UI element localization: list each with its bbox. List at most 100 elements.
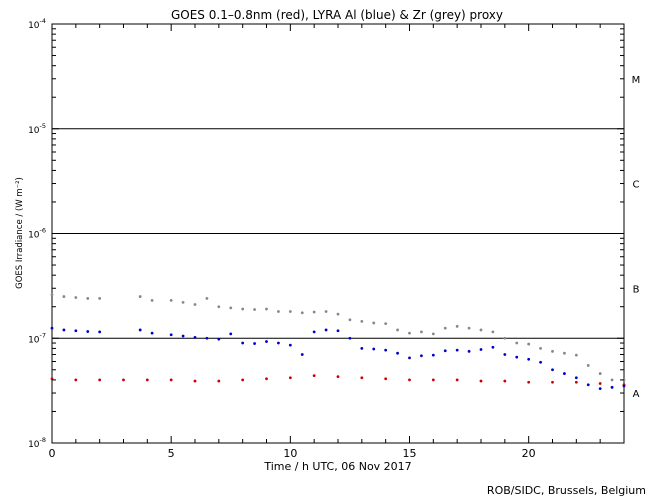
data-point bbox=[384, 377, 388, 381]
flare-class-labels: M C B A bbox=[632, 75, 641, 400]
x-tick-label: 0 bbox=[49, 447, 56, 460]
data-point bbox=[384, 322, 388, 325]
data-point bbox=[265, 377, 268, 381]
data-point bbox=[431, 353, 435, 357]
data-point bbox=[288, 310, 292, 313]
y-axis-label: GOES Irradiance / (W m⁻²) bbox=[15, 177, 25, 289]
data-point bbox=[277, 341, 280, 345]
data-point bbox=[265, 340, 268, 343]
data-series bbox=[50, 293, 626, 391]
data-point bbox=[396, 351, 399, 355]
x-tick-label: 10 bbox=[283, 447, 297, 460]
data-point bbox=[408, 378, 411, 382]
data-point bbox=[312, 330, 316, 334]
data-point bbox=[408, 356, 411, 360]
data-point bbox=[324, 310, 328, 313]
data-point bbox=[455, 348, 459, 352]
data-point bbox=[360, 319, 364, 323]
data-point bbox=[360, 376, 364, 380]
data-point bbox=[288, 343, 292, 347]
y-tick-label: 10-4 bbox=[28, 17, 46, 31]
data-point bbox=[98, 297, 102, 300]
data-point bbox=[503, 379, 507, 383]
y-tick-label: 10-7 bbox=[28, 331, 46, 345]
data-point bbox=[241, 341, 245, 345]
data-point bbox=[527, 342, 531, 346]
data-point bbox=[122, 378, 125, 382]
data-point bbox=[288, 376, 292, 380]
series-1 bbox=[50, 326, 626, 391]
series-2 bbox=[50, 293, 626, 382]
data-point bbox=[217, 337, 221, 341]
data-point bbox=[551, 380, 554, 384]
data-point bbox=[205, 297, 209, 300]
data-point bbox=[265, 307, 268, 311]
data-point bbox=[372, 321, 376, 325]
data-point bbox=[229, 332, 233, 336]
data-point bbox=[420, 330, 423, 334]
data-point bbox=[138, 328, 142, 332]
x-axis: 0 5 10 15 20 bbox=[49, 24, 625, 460]
data-point bbox=[74, 296, 78, 299]
data-point bbox=[86, 297, 90, 300]
data-point bbox=[384, 348, 388, 352]
data-point bbox=[479, 328, 483, 332]
data-point bbox=[467, 349, 471, 353]
data-point bbox=[360, 347, 364, 350]
data-point bbox=[503, 353, 507, 356]
data-point bbox=[396, 328, 399, 332]
data-point bbox=[420, 354, 423, 358]
data-point bbox=[598, 382, 602, 385]
data-point bbox=[138, 295, 142, 298]
data-point bbox=[74, 378, 78, 382]
data-point bbox=[324, 328, 328, 332]
data-point bbox=[300, 311, 304, 315]
y-axis: 10-8 10-7 10-6 10-5 10-4 bbox=[28, 17, 624, 450]
flare-class-label: B bbox=[633, 284, 640, 295]
data-point bbox=[491, 330, 495, 334]
data-point bbox=[574, 376, 578, 380]
data-point bbox=[348, 336, 352, 340]
data-point bbox=[598, 387, 602, 391]
flare-class-label: M bbox=[632, 75, 641, 86]
data-point bbox=[539, 360, 542, 364]
data-point bbox=[431, 378, 435, 382]
data-point bbox=[527, 357, 531, 361]
data-point bbox=[241, 378, 245, 382]
data-point bbox=[479, 348, 483, 351]
data-point bbox=[181, 300, 185, 304]
data-point bbox=[277, 310, 280, 313]
data-point bbox=[336, 375, 340, 379]
data-point bbox=[408, 331, 411, 335]
data-point bbox=[551, 368, 554, 372]
data-point bbox=[336, 329, 340, 333]
data-point bbox=[467, 326, 471, 330]
data-point bbox=[62, 295, 66, 298]
data-point bbox=[574, 380, 578, 384]
y-tick-label: 10-8 bbox=[28, 436, 46, 450]
flare-class-label: A bbox=[633, 389, 640, 400]
data-point bbox=[491, 345, 495, 349]
data-point bbox=[503, 336, 507, 340]
data-point bbox=[181, 334, 185, 338]
data-point bbox=[372, 347, 376, 351]
data-point bbox=[145, 378, 149, 382]
y-tick-label: 10-6 bbox=[28, 227, 46, 241]
data-point bbox=[169, 378, 173, 382]
data-point bbox=[527, 380, 531, 384]
x-tick-label: 15 bbox=[403, 447, 417, 460]
data-point bbox=[586, 364, 590, 367]
data-point bbox=[217, 305, 221, 309]
data-point bbox=[217, 379, 221, 383]
data-point bbox=[74, 329, 78, 333]
data-point bbox=[193, 379, 197, 383]
data-point bbox=[312, 310, 316, 314]
y-tick-label: 10-5 bbox=[28, 122, 46, 136]
data-point bbox=[610, 378, 614, 382]
data-point bbox=[86, 330, 90, 333]
data-point bbox=[253, 308, 256, 311]
data-point bbox=[443, 326, 447, 330]
data-point bbox=[539, 347, 542, 350]
data-point bbox=[312, 374, 316, 377]
